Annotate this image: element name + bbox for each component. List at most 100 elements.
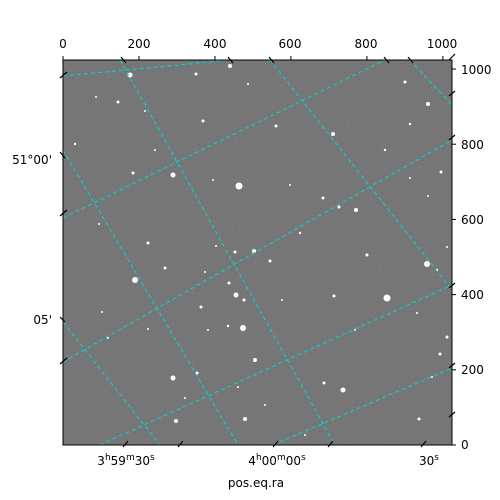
star	[268, 259, 272, 263]
wcs-edge-tick	[272, 440, 279, 448]
star	[170, 172, 176, 178]
wcs-edge-tick	[59, 357, 68, 365]
star	[424, 261, 430, 267]
star	[95, 96, 97, 98]
pixel-y-tick-label: 600	[461, 213, 484, 227]
wcs-edge-tick	[120, 56, 127, 64]
image-noise	[63, 60, 452, 445]
wcs-edge-tick	[59, 209, 68, 217]
pixel-y-tick-label: 1000	[461, 63, 492, 77]
grid-line	[63, 139, 452, 363]
star	[194, 72, 198, 76]
star	[403, 80, 407, 84]
pixel-x-tick-label: 400	[204, 37, 227, 51]
wcs-edge-tick	[448, 53, 456, 61]
star	[332, 294, 336, 298]
ra-tick-label: 30s	[419, 453, 439, 468]
star	[215, 245, 217, 247]
star	[438, 352, 442, 356]
star	[264, 404, 266, 406]
grid-line	[99, 284, 452, 445]
wcs-edge-tick	[448, 282, 456, 289]
star	[170, 375, 176, 381]
wcs-edge-tick	[383, 56, 390, 64]
star	[204, 271, 206, 273]
wcs-edge-tick	[59, 71, 68, 79]
pixel-x-tick-label: 0	[59, 37, 67, 51]
star	[132, 277, 138, 283]
star	[274, 124, 278, 128]
wcs-edge-tick	[327, 440, 334, 448]
star	[321, 196, 325, 200]
star	[146, 241, 150, 245]
star	[199, 305, 203, 309]
star	[98, 223, 100, 225]
pixel-x-tick-label: 800	[355, 37, 378, 51]
wcs-edge-tick	[407, 56, 414, 64]
star	[383, 294, 391, 302]
star	[439, 170, 443, 174]
pixel-x-tick-label: 200	[128, 37, 151, 51]
star	[184, 397, 186, 399]
star	[354, 329, 356, 331]
star	[416, 312, 418, 314]
wcs-edge-tick	[448, 411, 456, 418]
grid-line	[409, 60, 452, 106]
star	[409, 177, 411, 179]
pixel-y-tick-label: 200	[461, 363, 484, 377]
grid-line	[272, 367, 452, 445]
ra-tick-label: 4h00m00s	[248, 453, 306, 468]
star	[331, 132, 335, 136]
pixel-y-tick-label: 800	[461, 138, 484, 152]
star	[298, 231, 302, 235]
pixel-y-tick-label: 400	[461, 288, 484, 302]
star	[233, 292, 239, 298]
wcs-edge-tick	[448, 134, 456, 141]
star	[354, 208, 358, 212]
dec-tick-label: 05'	[33, 313, 52, 327]
star	[240, 325, 246, 331]
dec-tick-labels: 51°00' 05'	[12, 153, 52, 327]
image-panel	[62, 59, 453, 446]
grid-line	[63, 149, 239, 445]
ra-tick-label: 3h59m30s	[97, 453, 155, 468]
star	[322, 381, 326, 385]
star	[243, 417, 247, 421]
wcs-edge-tick	[420, 440, 427, 448]
dec-tick-label: 51°00'	[12, 153, 52, 167]
star	[304, 434, 306, 436]
star	[446, 246, 448, 248]
star	[431, 376, 433, 378]
star	[237, 386, 239, 388]
star	[340, 387, 346, 393]
coordinate-grid	[63, 60, 452, 445]
star	[127, 72, 133, 78]
wcs-edge-tick	[448, 362, 456, 369]
grid-line	[119, 60, 336, 445]
star	[107, 337, 109, 339]
star	[242, 298, 246, 302]
star	[73, 142, 77, 146]
star	[207, 329, 209, 331]
star	[281, 299, 283, 301]
star	[426, 102, 430, 106]
star	[253, 358, 257, 362]
star	[235, 182, 243, 190]
star	[201, 119, 205, 123]
star	[144, 110, 146, 112]
star	[174, 419, 178, 423]
star	[408, 122, 412, 126]
star	[383, 148, 387, 152]
stars	[73, 64, 449, 436]
pixel-x-tick-labels: 0 200 400 600 800 1000	[59, 37, 457, 51]
grid-line	[63, 60, 386, 219]
wcs-edge-tick	[227, 56, 234, 64]
star	[163, 266, 167, 270]
star	[247, 83, 249, 85]
star	[147, 328, 149, 330]
pixel-y-tick-label: 0	[461, 438, 469, 452]
pixel-x-tick-label: 600	[279, 37, 302, 51]
star	[252, 249, 256, 253]
star	[212, 179, 214, 181]
star	[233, 250, 237, 254]
